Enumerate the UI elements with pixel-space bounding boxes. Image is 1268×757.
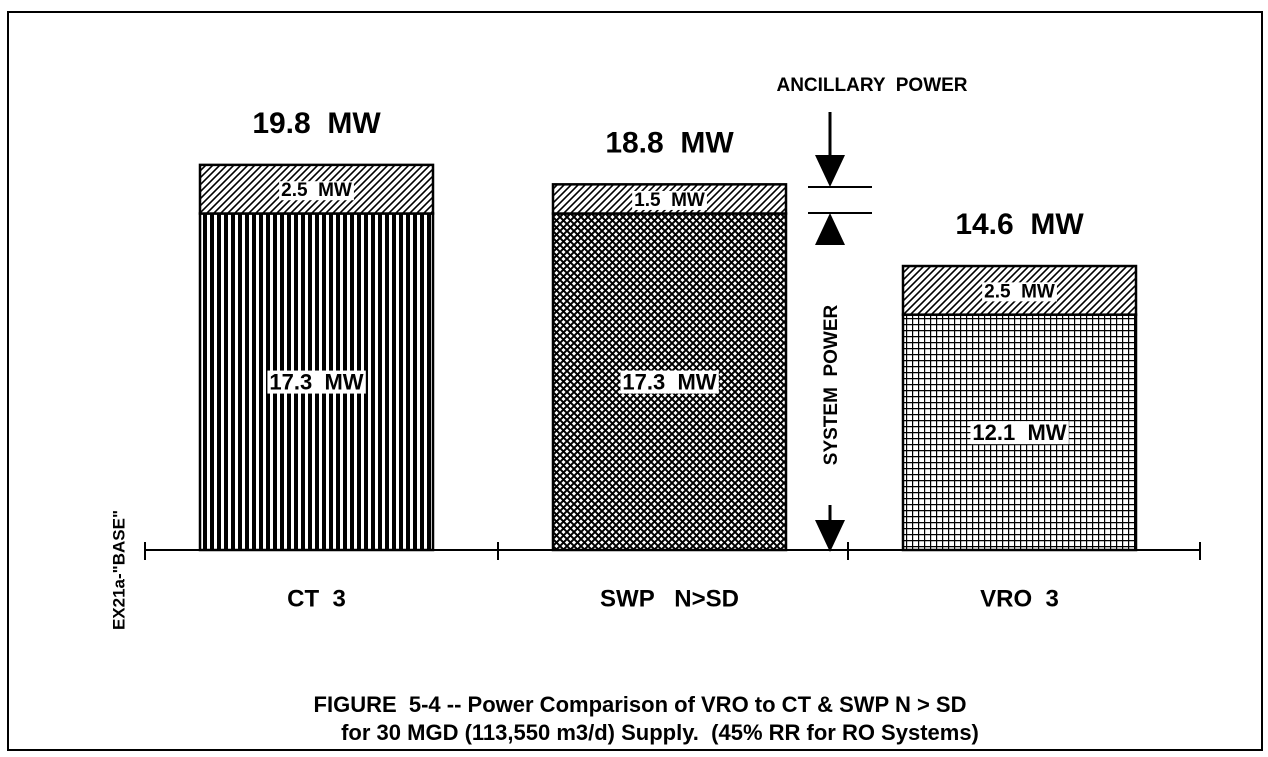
segment-label: 17.3 MW bbox=[622, 370, 716, 395]
x-tick-label: SWP N>SD bbox=[600, 585, 739, 612]
segment-label: 1.5 MW bbox=[634, 190, 705, 211]
label-background bbox=[970, 421, 1069, 445]
caption: for 30 MGD (113,550 m3/d) Supply. (45% R… bbox=[341, 720, 979, 745]
total-label: 14.6 MW bbox=[955, 208, 1084, 241]
x-tick-label: VRO 3 bbox=[980, 585, 1059, 612]
label-background bbox=[620, 370, 719, 394]
segment-label: 12.1 MW bbox=[972, 420, 1066, 445]
x-tick-label: CT 3 bbox=[287, 585, 346, 612]
caption: FIGURE 5-4 -- Power Comparison of VRO to… bbox=[314, 692, 967, 717]
total-label: 18.8 MW bbox=[605, 126, 734, 159]
axis-ticks bbox=[144, 542, 1201, 560]
segment-label: 17.3 MW bbox=[269, 370, 363, 395]
frame bbox=[7, 11, 1263, 751]
label-background bbox=[982, 282, 1057, 302]
total-label: 19.8 MW bbox=[252, 107, 381, 140]
label-background bbox=[632, 190, 707, 210]
annotation-arrows bbox=[808, 112, 872, 552]
annotation: ANCILLARY POWER bbox=[776, 75, 967, 96]
segment-label: 2.5 MW bbox=[281, 180, 352, 201]
label-background bbox=[267, 370, 366, 394]
side-label: EX21a-"BASE" bbox=[109, 510, 128, 630]
annotation: SYSTEM POWER bbox=[821, 304, 842, 465]
label-background bbox=[279, 181, 354, 201]
segment-label: 2.5 MW bbox=[984, 281, 1055, 302]
